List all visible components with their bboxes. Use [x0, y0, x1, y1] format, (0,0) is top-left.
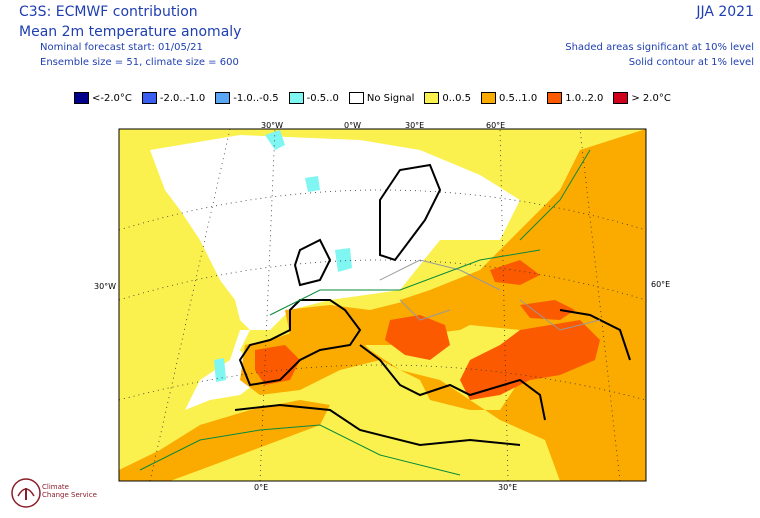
region-strong-warm-turkey: [460, 320, 600, 400]
logo-text: Climate Change Service: [42, 483, 97, 499]
legend-item: <-2.0°C: [74, 92, 132, 104]
region-weak-cool-northsea: [335, 248, 352, 272]
region-strong-warm-iberia: [255, 345, 300, 385]
legend-swatch: [215, 92, 231, 104]
significance-contour: [139, 149, 591, 476]
legend-item: 1.0..2.0: [547, 92, 603, 104]
axis-label-bottom: 0°E: [254, 483, 269, 492]
region-strong-warm-balkans: [385, 315, 450, 360]
region-moderate-warm-south: [119, 400, 330, 481]
map-frame: [118, 128, 647, 482]
legend-swatch: [613, 92, 629, 104]
axis-label-right: 60°E: [651, 280, 671, 289]
legend-swatch: [74, 92, 89, 104]
legend-item: 0.5..1.0: [481, 92, 537, 104]
region-strong-warm-russia: [490, 260, 540, 285]
shading-note: Shaded areas significant at 10% level: [565, 42, 754, 53]
region-weak-cool-atlantic: [214, 358, 226, 382]
region-weak-cool-iceland: [265, 130, 285, 150]
axis-label-top: 60°E: [486, 121, 506, 130]
legend-swatch: [141, 92, 157, 104]
chart-subtitle: Mean 2m temperature anomaly: [19, 24, 242, 40]
legend-item: -0.5..0: [288, 92, 339, 104]
season-label: JJA 2021: [696, 4, 754, 20]
axis-label-bottom: 30°E: [498, 483, 518, 492]
axis-label-top: 30°W: [261, 121, 284, 130]
legend: <-2.0°C -2.0..-1.0 -1.0..-0.5 -0.5..0 No…: [74, 92, 681, 104]
axis-label-top: 30°E: [405, 121, 425, 130]
region-no-signal-atlantic: [150, 135, 520, 410]
forecast-start: Nominal forecast start: 01/05/21: [40, 42, 203, 53]
legend-item: No Signal: [348, 92, 414, 104]
coastlines: [234, 163, 631, 447]
legend-swatch: [424, 92, 440, 104]
axis-label-left: 30°W: [94, 282, 117, 291]
region-strong-warm-caspian: [520, 300, 575, 320]
legend-swatch: [481, 92, 497, 104]
axis-label-top: 0°W: [344, 121, 361, 130]
legend-item: 0..0.5: [424, 92, 471, 104]
chart-title: C3S: ECMWF contribution: [19, 4, 198, 20]
legend-item: -1.0..-0.5: [215, 92, 279, 104]
legend-item: -2.0..-1.0: [141, 92, 205, 104]
region-moderate-warm-europe: [285, 250, 540, 345]
contour-note: Solid contour at 1% level: [628, 57, 754, 68]
graticule: [119, 129, 646, 481]
legend-item: > 2.0°C: [613, 92, 671, 104]
legend-swatch: [547, 92, 563, 104]
copernicus-logo-icon: [11, 478, 41, 508]
region-weak-cool-faroe: [305, 176, 320, 192]
borders: [379, 259, 601, 331]
ensemble-size: Ensemble size = 51, climate size = 600: [40, 57, 239, 68]
legend-swatch: [348, 92, 364, 104]
legend-swatch: [288, 92, 304, 104]
